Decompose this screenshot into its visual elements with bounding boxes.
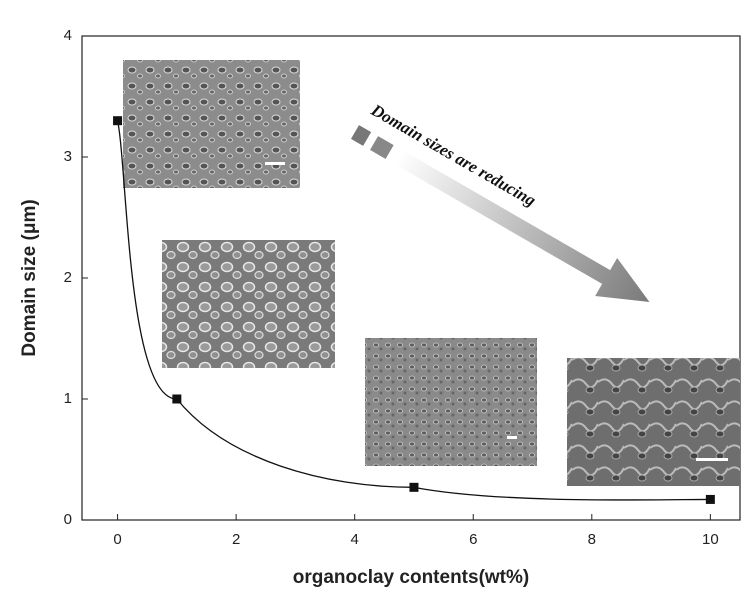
x-tick-label: 8 (588, 531, 596, 548)
arrow-dash (351, 125, 372, 146)
y-tick-label: 4 (64, 27, 72, 44)
data-point (172, 394, 182, 404)
sem-image (123, 60, 300, 188)
sem-image (162, 240, 335, 368)
x-tick-label: 6 (469, 531, 477, 548)
data-point (409, 482, 419, 492)
y-tick-label: 0 (64, 511, 72, 528)
x-tick-label: 10 (702, 531, 719, 548)
y-axis-label: Domain size (μm) (19, 199, 40, 356)
sem-image (567, 358, 740, 486)
fit-curve (116, 120, 711, 501)
x-axis-label: organoclay contents(wt%) (293, 567, 529, 588)
y-tick-label: 2 (64, 269, 72, 286)
arrow-body (394, 150, 650, 302)
scale-bar (696, 458, 728, 461)
y-tick-label: 1 (64, 390, 72, 407)
data-point (705, 494, 715, 504)
data-point (113, 116, 123, 126)
y-tick-label: 3 (64, 148, 72, 165)
x-tick-label: 0 (113, 531, 121, 548)
x-tick-label: 2 (232, 531, 240, 548)
arrow (351, 125, 650, 302)
sem-image (365, 338, 537, 466)
arrow-dash (370, 136, 394, 159)
scale-bar (507, 436, 517, 439)
x-tick-label: 4 (351, 531, 359, 548)
scale-bar (265, 162, 285, 165)
